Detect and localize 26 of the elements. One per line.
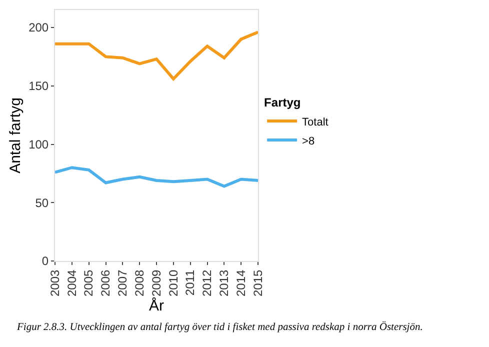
y-tick-label: 100 (28, 137, 49, 152)
x-tick-label: 2009 (149, 269, 164, 297)
x-tick-label: 2012 (200, 269, 214, 297)
line-series (55, 30, 258, 80)
legend-title: Fartyg (264, 96, 301, 110)
legend-label: Totalt (302, 116, 328, 128)
y-tick-label: 150 (28, 79, 49, 94)
y-axis-title: Antal fartyg (6, 98, 24, 174)
x-tick-label: 2004 (64, 269, 79, 297)
x-tick-label: 2006 (98, 269, 113, 297)
x-tick-label: 2005 (82, 269, 96, 297)
x-tick-label: 2015 (250, 269, 265, 297)
x-tick-label: 2014 (234, 269, 248, 297)
x-tick-label: 2011 (183, 269, 198, 296)
x-tick-label: 2003 (48, 269, 62, 297)
legend-label: >8 (302, 135, 315, 148)
x-tick-label: 2007 (116, 269, 130, 297)
y-tick-label: 0 (42, 254, 49, 268)
y-tick-label: 50 (35, 196, 49, 210)
text: Figur 2.8.3. Utvecklingen av antal fartyg över tid i fisket med passiva redskap i norra Östersjön. (16, 321, 423, 333)
x-tick-label: 2008 (132, 269, 146, 297)
x-axis-title: År (149, 296, 164, 315)
x-tick-label: 2013 (217, 269, 232, 297)
y-tick-label: 200 (28, 20, 49, 35)
x-tick-label: 2010 (166, 269, 180, 297)
line-series (55, 166, 258, 188)
